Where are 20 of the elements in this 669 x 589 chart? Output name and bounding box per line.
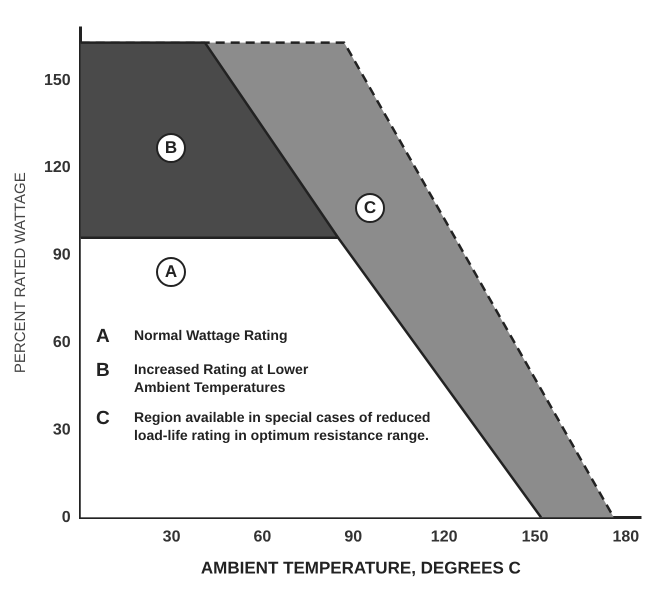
text: A Normal Wattage Rating [96, 326, 288, 347]
y-tick-label: 120 [44, 159, 71, 176]
x-tick-label: 180 [612, 528, 640, 546]
y-axis-title: PERCENT RATED WATTAGE [12, 172, 30, 374]
text: C Region available in special cases of reduced load-life rating in optimum resistance range. [96, 408, 430, 443]
y-tick-label: 60 [52, 334, 71, 352]
x-tick-label: 90 [344, 528, 362, 546]
y-tick-label: 0 [62, 508, 71, 526]
y-tick-label: 90 [52, 246, 71, 264]
x-tick-label: 150 [522, 528, 548, 546]
x-axis-title: AMBIENT TEMPERATURE, DEGREES C [200, 558, 521, 578]
annotation: A [156, 257, 186, 287]
annotation: C [355, 193, 385, 223]
x-tick-label: 60 [254, 528, 272, 546]
annotation: B [156, 133, 186, 163]
x-tick-label: 120 [430, 528, 458, 546]
y-tick-label: 150 [44, 72, 71, 89]
text: B Increased Rating at Lower Ambient Temperatures [96, 360, 308, 395]
y-tick-label: 30 [52, 421, 71, 438]
x-tick-label: 30 [162, 528, 181, 546]
